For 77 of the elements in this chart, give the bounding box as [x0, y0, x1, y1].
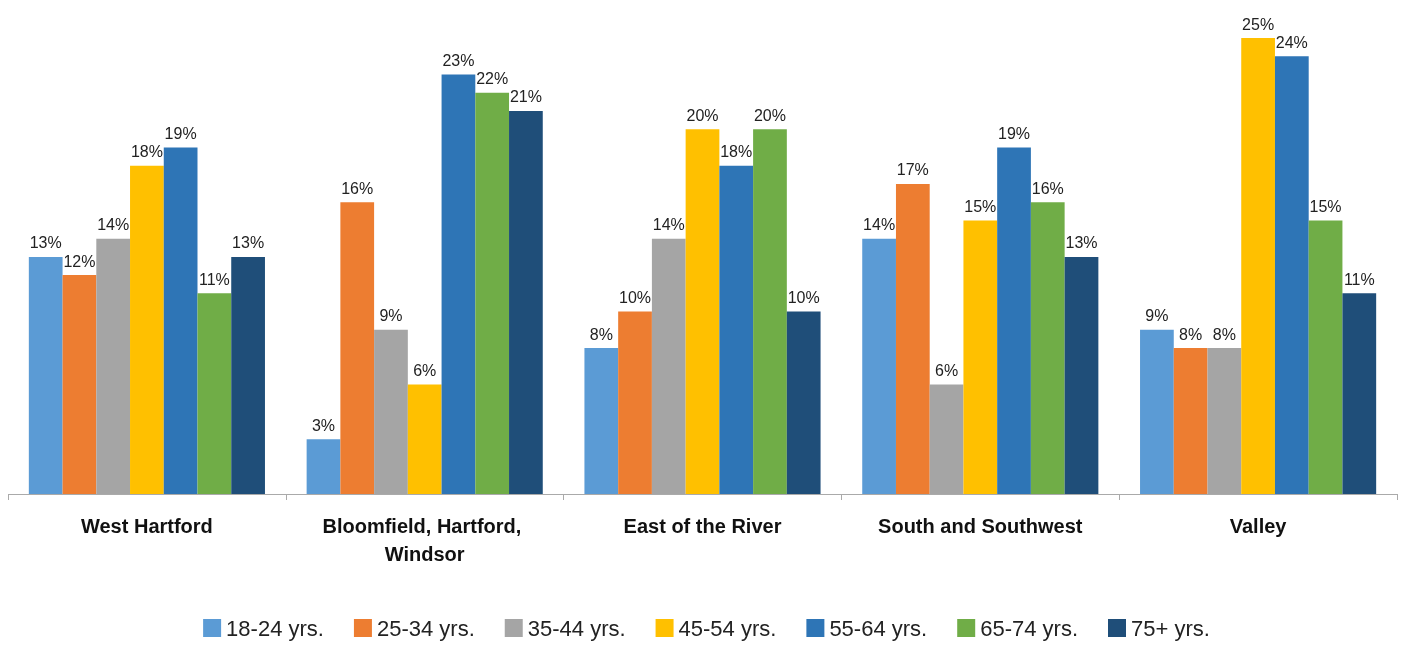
bar: [618, 311, 652, 494]
x-tick-label: West Hartford: [80, 515, 213, 537]
legend-label: 75+ yrs.: [1131, 615, 1210, 641]
bar: [997, 147, 1031, 494]
bar: [786, 311, 821, 494]
bar: [231, 256, 265, 494]
bar: [1064, 256, 1099, 494]
data-label: 16%: [1031, 179, 1064, 197]
bar: [163, 147, 198, 494]
bar: [1241, 38, 1275, 494]
data-label: 17%: [896, 161, 929, 179]
data-label: 24%: [1275, 33, 1308, 51]
bar: [862, 238, 896, 494]
data-label: 20%: [753, 106, 786, 124]
data-label: 22%: [476, 70, 509, 88]
bar: [441, 74, 476, 494]
data-label: 25%: [1242, 15, 1275, 33]
bar: [963, 220, 998, 494]
data-label: 21%: [509, 88, 542, 106]
bar: [719, 165, 754, 494]
data-label: 15%: [964, 197, 997, 215]
bar: [1308, 220, 1343, 494]
data-label: 11%: [1343, 270, 1375, 288]
bar: [475, 92, 510, 494]
data-label: 10%: [619, 289, 652, 307]
x-tick-label: East of the River: [623, 515, 782, 537]
data-label: 12%: [63, 252, 96, 270]
data-label: 15%: [1309, 197, 1342, 215]
data-label: 11%: [198, 270, 230, 288]
bar: [407, 384, 442, 494]
bar: [753, 129, 787, 494]
data-label: 8%: [1179, 325, 1203, 343]
bar: [197, 293, 232, 494]
data-label: 18%: [130, 143, 163, 161]
bar: [895, 183, 930, 494]
data-label: 8%: [589, 325, 613, 343]
bar: [509, 110, 543, 494]
legend-label: 25-34 yrs.: [376, 615, 475, 641]
data-label: 13%: [1065, 234, 1098, 252]
data-label: 13%: [232, 234, 265, 252]
data-label: 14%: [97, 216, 130, 234]
data-label: 14%: [863, 216, 896, 234]
bar: [1342, 293, 1377, 494]
data-label: 8%: [1212, 325, 1236, 343]
bar: [130, 165, 164, 494]
bar: [28, 256, 63, 494]
bar: [1173, 348, 1208, 494]
bar: [1140, 329, 1174, 494]
x-tick-label: South and Southwest: [878, 515, 1083, 537]
legend-label: 35-44 yrs.: [527, 615, 626, 641]
legend-label: 45-54 yrs.: [678, 615, 777, 641]
data-label: 19%: [164, 124, 197, 142]
data-label: 23%: [442, 51, 475, 69]
bar: [685, 129, 720, 494]
data-label: 3%: [311, 416, 336, 434]
bar: [1274, 56, 1309, 494]
legend-label: 18-24 yrs.: [226, 615, 324, 641]
data-label: 13%: [29, 234, 62, 252]
data-label: 9%: [379, 307, 403, 325]
data-label: 18%: [720, 143, 753, 161]
data-label: 14%: [652, 216, 685, 234]
data-label: 6%: [935, 362, 959, 380]
data-label: 19%: [998, 124, 1031, 142]
bar: [306, 439, 341, 494]
bar: [584, 348, 619, 494]
legend-label: 55-64 yrs.: [829, 615, 928, 641]
data-label: 20%: [686, 106, 719, 124]
legend-label: 65-74 yrs.: [980, 615, 1079, 641]
data-label: 10%: [787, 289, 820, 307]
bar: [62, 275, 97, 494]
bar: [340, 202, 375, 494]
data-label: 16%: [341, 179, 374, 197]
x-tick-label: Valley: [1229, 515, 1288, 537]
data-label: 9%: [1145, 307, 1169, 325]
x-tick-label: Bloomfield, Hartford, Windsor: [322, 515, 527, 565]
bar: [1030, 202, 1065, 494]
data-label: 6%: [413, 362, 437, 380]
